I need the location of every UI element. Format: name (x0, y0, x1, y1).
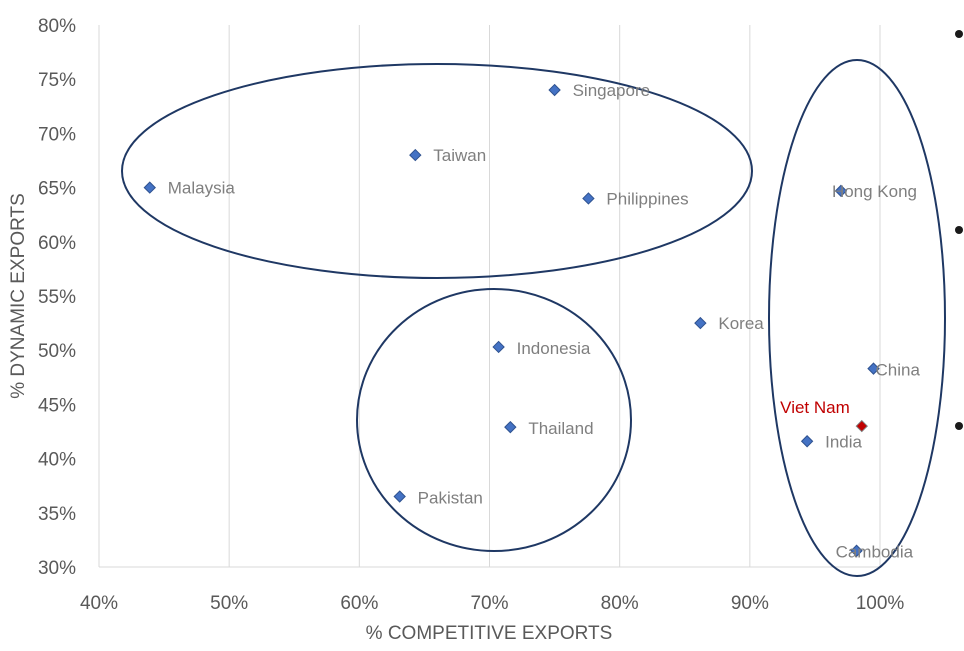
x-tick-label: 90% (731, 593, 769, 614)
x-tick-label: 60% (340, 593, 378, 614)
marker-cambodia (850, 544, 863, 557)
label-china: China (875, 361, 920, 380)
marker-china (867, 362, 880, 375)
bullet-icon (955, 30, 963, 38)
y-tick-label: 60% (38, 233, 76, 254)
marker-pakistan (393, 490, 406, 503)
label-thailand: Thailand (528, 419, 593, 438)
x-tick-label: 100% (856, 593, 905, 614)
y-tick-label: 70% (38, 124, 76, 145)
x-tick-label: 50% (210, 593, 248, 614)
bullet-icon (955, 226, 963, 234)
marker-philippines (582, 192, 595, 205)
y-tick-label: 75% (38, 70, 76, 91)
y-tick-label: 40% (38, 450, 76, 471)
x-axis-title: % COMPETITIVE EXPORTS (366, 623, 613, 644)
label-korea: Korea (718, 314, 764, 333)
label-philippines: Philippines (606, 189, 688, 208)
label-cambodia: Cambodia (836, 543, 914, 562)
marker-malaysia (143, 181, 156, 194)
x-tick-label: 80% (601, 593, 639, 614)
label-taiwan: Taiwan (433, 146, 486, 165)
y-axis-title: % DYNAMIC EXPORTS (8, 193, 29, 399)
y-tick-label: 55% (38, 287, 76, 308)
cluster-ellipse-middle (356, 288, 632, 552)
x-axis-ticks: 40% 50% 60% 70% 80% 90% 100% (80, 593, 904, 614)
y-tick-label: 45% (38, 395, 76, 416)
y-axis-ticks: 30% 35% 40% 45% 50% 55% 60% 65% 70% 75% 80% (38, 16, 76, 579)
y-tick-label: 30% (38, 558, 76, 579)
gridlines (98, 25, 881, 568)
label-india: India (825, 432, 862, 451)
bullet-icon (955, 422, 963, 430)
marker-india (800, 435, 814, 448)
x-tick-label: 70% (470, 593, 508, 614)
label-indonesia: Indonesia (517, 339, 591, 358)
label-singapore: Singapore (573, 81, 651, 100)
x-tick-label: 40% (80, 593, 118, 614)
marker-korea (694, 316, 707, 330)
y-tick-label: 35% (38, 504, 76, 525)
y-tick-label: 80% (38, 16, 76, 37)
label-viet-nam: Viet Nam (780, 398, 850, 417)
marker-viet-nam (855, 419, 868, 433)
cluster-ellipses (121, 59, 946, 577)
marker-taiwan (409, 148, 422, 162)
data-points: Malaysia Taiwan Singapore Philippines Hong K… (143, 81, 920, 562)
marker-hong-kong (834, 184, 848, 198)
marker-singapore (548, 83, 561, 97)
marker-indonesia (492, 340, 505, 354)
label-pakistan: Pakistan (418, 489, 483, 508)
cluster-ellipse-top (121, 63, 753, 279)
label-malaysia: Malaysia (168, 179, 236, 198)
y-tick-label: 65% (38, 179, 76, 200)
marker-thailand (504, 420, 517, 434)
y-tick-label: 50% (38, 341, 76, 362)
cluster-ellipse-right (768, 59, 946, 577)
label-hong-kong: Hong Kong (832, 182, 917, 201)
